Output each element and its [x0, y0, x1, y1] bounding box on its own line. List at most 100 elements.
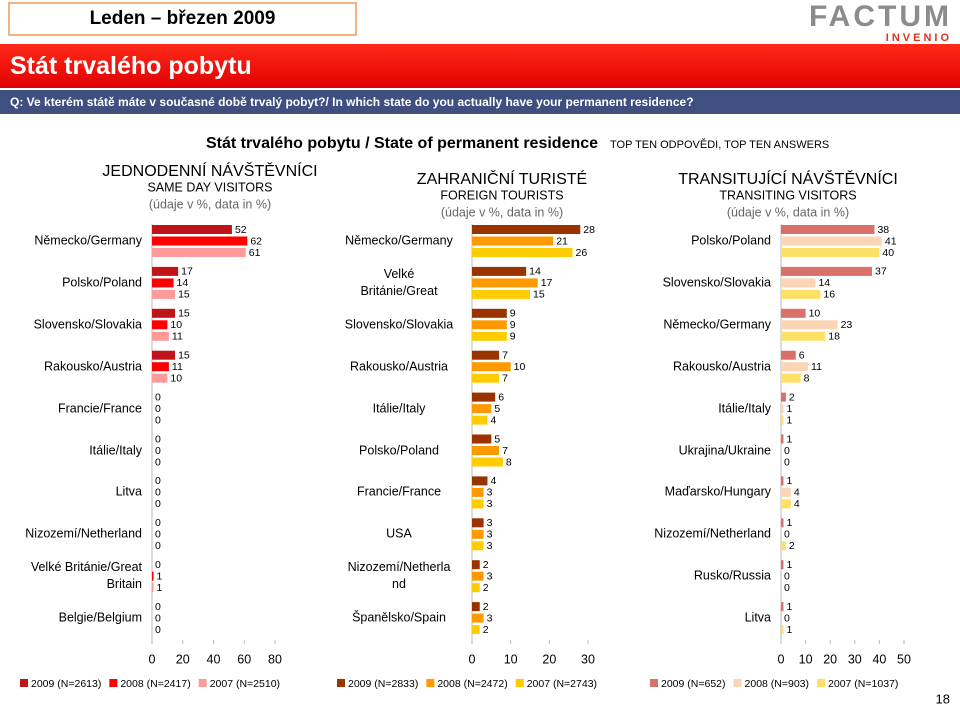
bar	[152, 571, 154, 581]
value-label: 0	[155, 487, 161, 499]
value-label: 1	[786, 475, 792, 487]
x-tick-label: 40	[872, 652, 886, 666]
value-label: 0	[155, 529, 161, 541]
bar	[781, 541, 786, 551]
bar	[781, 320, 838, 330]
bar	[781, 248, 880, 257]
x-tick-label: 0	[778, 652, 785, 666]
bar	[472, 446, 500, 455]
value-label: 0	[784, 612, 790, 624]
category-label: Itálie/Italy	[372, 401, 426, 416]
x-tick-label: 10	[799, 652, 813, 666]
category-label: Belgie/Belgium	[58, 610, 142, 625]
bar	[781, 362, 809, 372]
bar	[472, 373, 500, 383]
bar	[472, 248, 573, 257]
bar	[781, 236, 882, 246]
value-label: 15	[533, 289, 545, 301]
bar	[472, 499, 484, 509]
category-label: Slovensko/Slovakia	[662, 275, 771, 290]
category-label: Litva	[744, 610, 771, 625]
bar	[152, 278, 174, 288]
legend-label: 2009 (N=652)	[661, 678, 726, 690]
bar	[472, 487, 484, 497]
bar	[152, 289, 176, 299]
category-label: Ukrajina/Ukraine	[678, 443, 771, 457]
value-label: 28	[583, 224, 595, 236]
bar	[472, 278, 538, 288]
value-label: 0	[155, 433, 161, 445]
legend-swatch	[426, 679, 435, 687]
bar	[781, 625, 784, 635]
category-label: USA	[386, 526, 412, 541]
bar	[152, 373, 168, 383]
bar	[781, 392, 786, 402]
value-label: 16	[823, 289, 835, 301]
x-tick-label: 80	[268, 652, 282, 666]
unit-note: (údaje v %, data in %)	[441, 205, 563, 219]
value-label: 0	[784, 570, 790, 582]
chart-title: ZAHRANIČNÍ TURISTÉ	[417, 169, 587, 188]
main-note: TOP TEN ODPOVĚDI, TOP TEN ANSWERS	[610, 138, 829, 151]
value-label: 1	[786, 414, 792, 426]
value-label: 6	[799, 349, 805, 361]
value-label: 2	[789, 391, 795, 403]
value-label: 2	[483, 582, 489, 594]
value-label: 4	[490, 475, 496, 487]
bar	[781, 518, 784, 528]
bar	[472, 560, 480, 570]
legend-swatch	[20, 679, 28, 687]
value-label: 62	[250, 235, 262, 247]
value-label: 4	[794, 498, 800, 510]
value-label: 7	[502, 372, 508, 384]
bar	[472, 457, 503, 467]
value-label: 1	[786, 601, 792, 613]
value-label: 4	[490, 414, 496, 426]
bar	[781, 266, 873, 276]
value-label: 1	[786, 624, 792, 636]
banner: Stát trvalého pobytu	[0, 44, 960, 88]
bar	[472, 529, 484, 539]
value-label: 14	[529, 266, 541, 278]
value-label: 21	[556, 235, 568, 247]
value-label: 6	[498, 391, 504, 403]
legend-swatch	[198, 679, 207, 687]
value-label: 0	[155, 517, 161, 529]
value-label: 0	[155, 612, 161, 624]
value-label: 41	[885, 235, 897, 247]
value-label: 14	[818, 277, 830, 289]
bar	[472, 571, 484, 581]
bar	[152, 225, 232, 234]
x-tick-label: 50	[897, 652, 911, 666]
bar	[781, 602, 784, 612]
value-label: 1	[786, 559, 792, 571]
bar	[472, 236, 554, 246]
bar	[152, 331, 169, 341]
bar	[472, 625, 480, 635]
category-label: Rakousko/Austria	[44, 359, 142, 374]
value-label: 15	[178, 308, 190, 320]
value-label: 9	[510, 308, 516, 320]
page-number: 18	[936, 691, 950, 706]
value-label: 14	[177, 277, 189, 289]
category-label: Slovensko/Slovakia	[33, 317, 142, 332]
bar	[472, 583, 480, 593]
value-label: 4	[794, 487, 800, 499]
bar	[472, 362, 511, 372]
value-label: 23	[841, 319, 853, 331]
bar	[152, 362, 169, 372]
x-tick-label: 20	[176, 652, 190, 666]
chart-title: TRANSITUJÍCÍ NÁVŠTĚVNÍCI	[678, 169, 898, 188]
category-label: Německo/Germany	[663, 317, 771, 332]
value-label: 37	[875, 266, 887, 278]
value-label: 2	[483, 624, 489, 636]
value-label: 0	[155, 403, 161, 415]
value-label: 3	[487, 498, 493, 510]
main-title: Stát trvalého pobytu / State of permanen…	[206, 135, 598, 152]
value-label: 1	[157, 582, 163, 594]
legend-label: 2007 (N=2743)	[527, 678, 597, 690]
legend-label: 2009 (N=2613)	[31, 678, 101, 690]
bar	[152, 266, 179, 276]
value-label: 10	[514, 361, 526, 373]
value-label: 7	[502, 445, 508, 457]
